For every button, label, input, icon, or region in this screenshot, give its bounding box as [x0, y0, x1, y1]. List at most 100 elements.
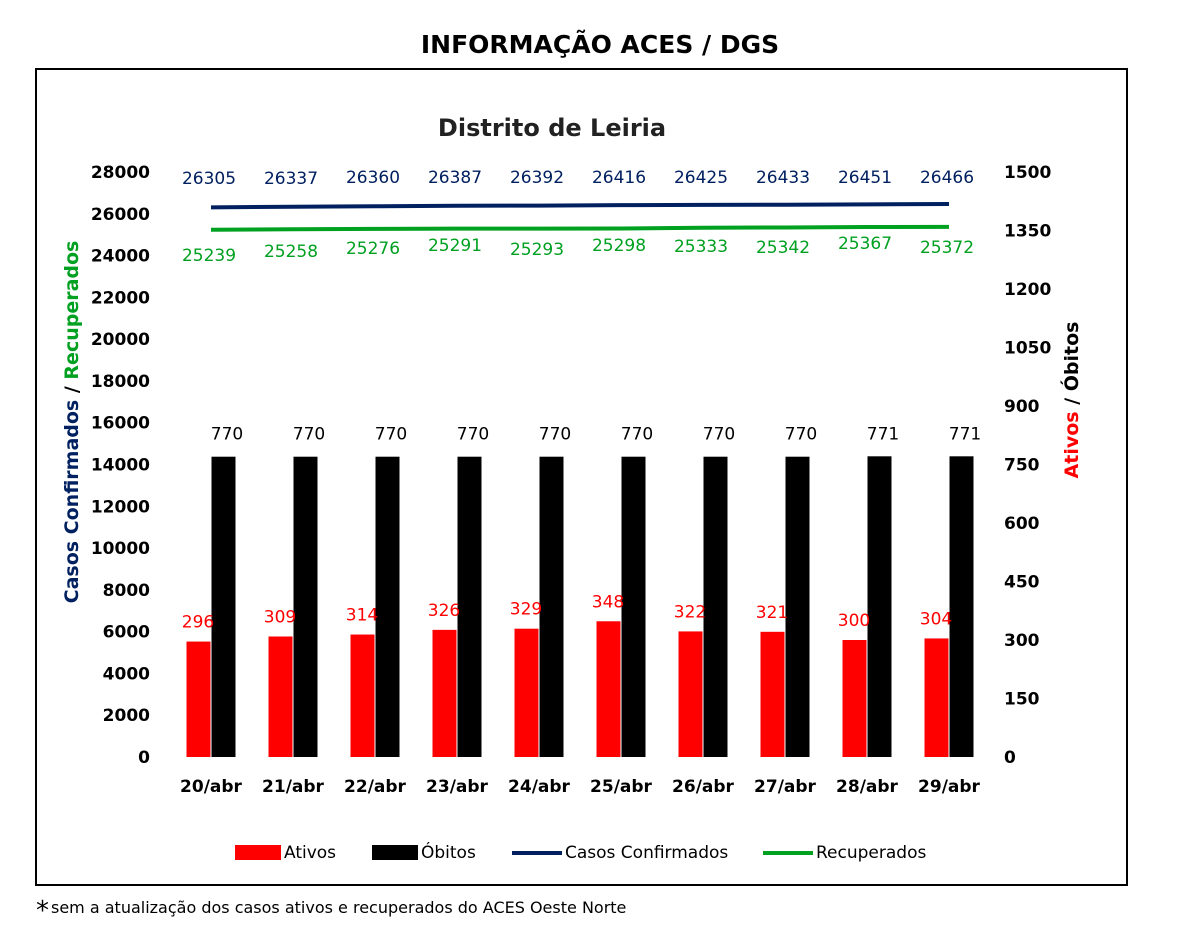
category-label: 28/abr	[836, 777, 899, 797]
category-labels: 20/abr 21/abr 22/abr 23/abr 24/abr 25/abr 26/a…	[180, 777, 981, 797]
right-axis-tick-label: 750	[1004, 456, 1040, 476]
bar-obitos	[703, 456, 728, 757]
data-label-obitos: 770	[539, 425, 571, 445]
bar-ativos	[268, 636, 293, 757]
right-axis-tick-label: 1500	[1004, 163, 1051, 183]
legend-label: Ativos	[284, 843, 336, 863]
left-axis-tick-label: 12000	[91, 497, 150, 517]
right-axis-ticks: 0 150 300 450 600 750 900 1050 1200 1350 1500	[1004, 163, 1051, 768]
bar-obitos	[785, 456, 810, 757]
legend-label: Casos Confirmados	[565, 843, 728, 863]
left-axis-tick-label: 16000	[91, 414, 150, 434]
bar-obitos	[457, 456, 482, 757]
chart-frame	[35, 68, 1128, 886]
data-label-casos-confirmados: 26451	[838, 168, 892, 188]
data-label-casos-confirmados: 26305	[182, 169, 236, 189]
footnote-marker: *	[36, 896, 49, 926]
data-label-casos-confirmados: 26416	[592, 168, 646, 188]
category-label: 24/abr	[508, 777, 571, 797]
category-label: 22/abr	[344, 777, 407, 797]
bar-ativos	[186, 641, 211, 757]
left-axis-tick-label: 20000	[91, 330, 150, 350]
data-label-ativos: 314	[346, 606, 378, 626]
bar-obitos	[621, 456, 646, 757]
data-label-ativos: 348	[592, 592, 624, 612]
right-axis-tick-label: 1050	[1004, 339, 1051, 359]
data-label-ativos: 309	[264, 607, 296, 627]
line-casos-confirmados	[210, 202, 950, 210]
legend: Ativos Óbitos Casos Confirmados Recuperados	[235, 841, 926, 863]
data-label-ativos: 322	[674, 602, 706, 622]
right-axis-title-part2: Óbitos	[1059, 322, 1083, 392]
right-axis-title: Ativos / Óbitos	[1059, 322, 1083, 479]
data-label-casos-confirmados: 26360	[346, 168, 400, 188]
data-label-obitos: 770	[785, 425, 817, 445]
lines	[210, 202, 950, 232]
data-label-recuperados: 25239	[182, 246, 236, 266]
legend-label: Óbitos	[421, 841, 476, 863]
data-label-obitos: 770	[211, 425, 243, 445]
category-label: 25/abr	[590, 777, 653, 797]
data-label-casos-confirmados: 26387	[428, 168, 482, 188]
left-axis-tick-label: 0	[138, 748, 150, 768]
data-label-casos-confirmados: 26425	[674, 168, 728, 188]
data-label-ativos: 304	[920, 609, 952, 629]
data-label-recuperados: 25276	[346, 239, 400, 259]
data-label-casos-confirmados: 26392	[510, 168, 564, 188]
left-axis-tick-label: 26000	[91, 205, 150, 225]
data-label-recuperados: 25333	[674, 237, 728, 257]
data-label-recuperados: 25367	[838, 234, 892, 254]
bar-obitos	[293, 456, 318, 757]
bar-ativos	[432, 629, 457, 757]
bar-ativos	[596, 621, 621, 757]
data-label-obitos: 770	[293, 425, 325, 445]
left-axis-tick-label: 4000	[103, 664, 150, 684]
category-label: 27/abr	[754, 777, 817, 797]
category-label: 21/abr	[262, 777, 325, 797]
line-recuperados	[210, 224, 950, 232]
data-label-obitos: 770	[703, 425, 735, 445]
right-axis-tick-label: 1200	[1004, 280, 1051, 300]
right-axis-tick-label: 1350	[1004, 222, 1051, 242]
data-label-obitos: 770	[621, 425, 653, 445]
chart-title: Distrito de Leiria	[438, 114, 666, 142]
bars	[186, 456, 974, 757]
right-axis-title-part1: Ativos	[1061, 411, 1083, 478]
footnote-text: sem a atualização dos casos ativos e rec…	[51, 898, 627, 917]
data-label-ativos: 296	[182, 613, 214, 633]
data-label-obitos: 770	[457, 425, 489, 445]
category-label: 26/abr	[672, 777, 735, 797]
bar-ativos	[760, 631, 785, 757]
left-axis-ticks: 0 2000 4000 6000 8000 10000 12000 14000 16000 180…	[91, 163, 150, 768]
legend-swatch	[235, 845, 281, 860]
bar-obitos	[539, 456, 564, 757]
left-axis-tick-label: 8000	[103, 581, 150, 601]
data-label-ativos: 326	[428, 601, 460, 621]
data-label-recuperados: 25293	[510, 240, 564, 260]
left-axis-tick-label: 22000	[91, 288, 150, 308]
data-label-recuperados: 25298	[592, 236, 646, 256]
page-title: INFORMAÇÃO ACES / DGS	[420, 30, 780, 59]
left-axis-tick-label: 24000	[91, 247, 150, 267]
bar-ativos	[514, 628, 539, 757]
data-label-obitos: 771	[867, 424, 899, 444]
data-label-casos-confirmados: 26433	[756, 168, 810, 188]
right-axis-tick-label: 600	[1004, 514, 1040, 534]
left-axis-tick-label: 14000	[91, 456, 150, 476]
category-label: 29/abr	[918, 777, 981, 797]
legend-label: Recuperados	[816, 843, 926, 863]
right-axis-tick-label: 450	[1004, 573, 1040, 593]
data-label-recuperados: 25372	[920, 238, 974, 258]
footnote: * sem a atualização dos casos ativos e re…	[36, 896, 626, 926]
left-axis-title-part2: Recuperados	[61, 241, 83, 380]
data-label-casos-confirmados: 26466	[920, 168, 974, 188]
bar-obitos	[867, 456, 892, 757]
right-axis-tick-label: 150	[1004, 690, 1040, 710]
right-axis-tick-label: 900	[1004, 397, 1040, 417]
legend-swatch	[372, 845, 418, 860]
right-axis-title-separator: /	[1061, 391, 1083, 411]
right-axis-tick-label: 300	[1004, 631, 1040, 651]
left-axis-title-part1: Casos Confirmados	[61, 400, 83, 604]
data-label-ativos: 300	[838, 611, 870, 631]
bar-ativos	[678, 631, 703, 757]
